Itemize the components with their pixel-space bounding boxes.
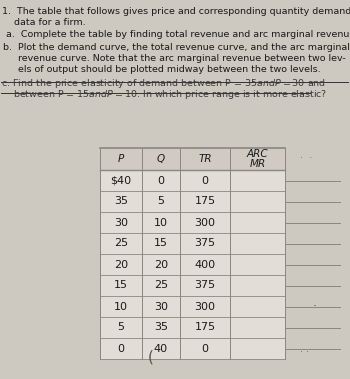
Text: 30: 30 — [154, 302, 168, 312]
Text: 300: 300 — [195, 218, 216, 227]
Bar — [100, 148, 285, 170]
Text: 10: 10 — [154, 218, 168, 227]
Bar — [100, 296, 285, 317]
Text: 15: 15 — [154, 238, 168, 249]
Bar — [100, 191, 285, 212]
Bar — [100, 275, 285, 296]
Bar — [100, 170, 285, 191]
Text: between P = $15 and P = $10. In which price range is it more elastic?: between P = $15 and P = $10. In which pr… — [1, 88, 327, 101]
Text: 175: 175 — [195, 323, 216, 332]
Text: 1.  The table that follows gives price and corresponding quantity demanded: 1. The table that follows gives price an… — [2, 7, 350, 16]
Bar — [100, 338, 285, 359]
Text: 20: 20 — [114, 260, 128, 269]
Text: c. Find the price elasticity of demand between P = $35 and P = $30 and: c. Find the price elasticity of demand b… — [1, 77, 326, 90]
Text: ·  ·: · · — [300, 153, 312, 163]
Bar — [100, 254, 285, 275]
Text: 0: 0 — [202, 175, 209, 185]
Text: 300: 300 — [195, 302, 216, 312]
Text: (: ( — [148, 349, 153, 364]
Text: 375: 375 — [195, 238, 216, 249]
Text: TR: TR — [198, 154, 212, 164]
Text: 40: 40 — [154, 343, 168, 354]
Text: 0: 0 — [202, 343, 209, 354]
Text: 20: 20 — [154, 260, 168, 269]
Text: . .: . . — [300, 343, 309, 354]
Bar — [100, 317, 285, 338]
Text: 5: 5 — [158, 196, 164, 207]
Text: 0: 0 — [158, 175, 164, 185]
Text: P: P — [118, 154, 124, 164]
Text: revenue curve. Note that the arc marginal revenue between two lev-: revenue curve. Note that the arc margina… — [6, 54, 346, 63]
Text: 30: 30 — [114, 218, 128, 227]
Text: 375: 375 — [195, 280, 216, 290]
Text: $40: $40 — [111, 175, 132, 185]
Text: 175: 175 — [195, 196, 216, 207]
Text: 35: 35 — [114, 196, 128, 207]
Text: 35: 35 — [154, 323, 168, 332]
Text: ARC
MR: ARC MR — [247, 149, 268, 169]
Text: data for a firm.: data for a firm. — [2, 18, 86, 27]
Text: 0: 0 — [118, 343, 125, 354]
Text: 25: 25 — [114, 238, 128, 249]
Text: 15: 15 — [114, 280, 128, 290]
Text: 400: 400 — [195, 260, 216, 269]
Text: b.  Plot the demand curve, the total revenue curve, and the arc marginal: b. Plot the demand curve, the total reve… — [3, 43, 350, 52]
Text: a.  Complete the table by finding total revenue and arc marginal revenue.: a. Complete the table by finding total r… — [6, 30, 350, 39]
Text: 10: 10 — [114, 302, 128, 312]
Text: els of output should be plotted midway between the two levels.: els of output should be plotted midway b… — [6, 65, 321, 74]
Text: ·: · — [313, 300, 317, 313]
Text: Q: Q — [157, 154, 165, 164]
Bar — [100, 233, 285, 254]
Text: 5: 5 — [118, 323, 125, 332]
Text: 25: 25 — [154, 280, 168, 290]
Bar — [100, 212, 285, 233]
